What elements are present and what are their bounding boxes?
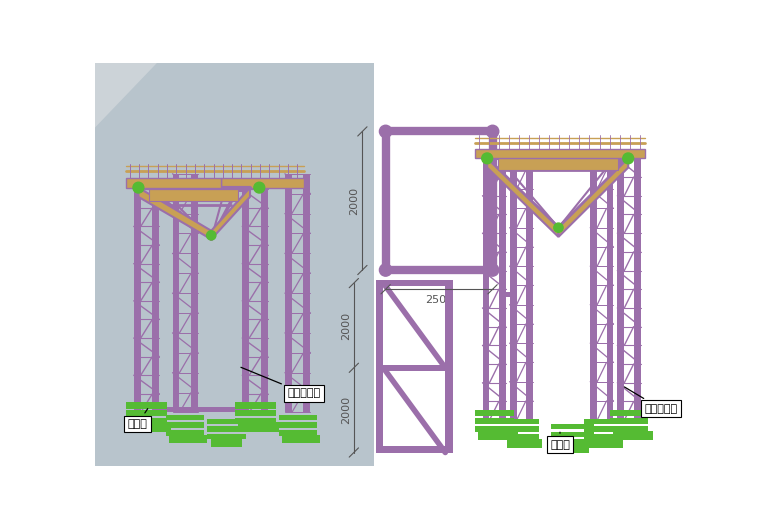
Polygon shape — [95, 63, 157, 127]
Bar — [526, 151, 533, 420]
Circle shape — [379, 125, 392, 138]
Bar — [166, 430, 204, 435]
Bar — [584, 419, 619, 424]
Bar — [610, 418, 648, 424]
Bar — [211, 439, 242, 447]
Bar — [261, 189, 268, 412]
Bar — [375, 446, 453, 453]
Circle shape — [622, 153, 634, 163]
Bar — [126, 418, 167, 424]
Text: 2000: 2000 — [341, 396, 351, 424]
Polygon shape — [149, 189, 239, 201]
Bar — [242, 189, 249, 412]
Text: 转换梁: 转换梁 — [550, 432, 570, 450]
Polygon shape — [498, 158, 618, 170]
Bar — [134, 189, 141, 412]
Bar — [617, 158, 624, 420]
Bar — [475, 425, 514, 432]
Bar — [152, 189, 160, 412]
Bar — [375, 365, 453, 371]
Bar — [505, 291, 510, 297]
Bar — [235, 410, 276, 416]
Text: 格构式支撑: 格构式支撑 — [625, 387, 677, 413]
Bar — [95, 63, 374, 466]
Bar — [126, 402, 167, 409]
Polygon shape — [475, 149, 645, 158]
Bar — [160, 186, 242, 192]
Bar — [552, 432, 594, 437]
Text: 转换梁: 转换梁 — [128, 409, 147, 429]
Bar — [239, 422, 280, 432]
Bar — [552, 440, 594, 445]
Circle shape — [482, 153, 492, 163]
Bar — [587, 440, 622, 448]
Bar — [303, 174, 310, 412]
Bar — [610, 410, 648, 416]
Bar — [506, 440, 542, 448]
Bar — [160, 407, 242, 412]
Bar — [207, 427, 246, 432]
Bar — [279, 422, 317, 428]
Bar — [191, 174, 198, 412]
Circle shape — [554, 223, 563, 232]
Circle shape — [486, 125, 499, 138]
Bar — [285, 174, 292, 412]
Bar — [483, 158, 489, 420]
Bar — [584, 434, 619, 440]
Text: 2000: 2000 — [350, 187, 359, 215]
Bar — [279, 415, 317, 420]
Bar — [126, 410, 167, 416]
Circle shape — [254, 182, 264, 193]
Bar — [606, 151, 613, 420]
Bar — [169, 435, 207, 443]
Bar — [475, 418, 514, 424]
Bar — [503, 434, 539, 440]
Circle shape — [486, 264, 499, 276]
Bar — [503, 419, 539, 424]
Polygon shape — [487, 158, 559, 237]
Bar — [173, 174, 179, 412]
Bar — [279, 430, 317, 435]
Text: 格构式支撑: 格构式支撑 — [241, 367, 321, 398]
Polygon shape — [138, 188, 211, 239]
Polygon shape — [220, 178, 304, 188]
Polygon shape — [126, 178, 220, 188]
Bar — [166, 422, 204, 428]
Bar — [552, 424, 594, 429]
Bar — [584, 427, 619, 432]
Bar — [478, 431, 518, 440]
Polygon shape — [211, 188, 250, 239]
Bar — [235, 418, 276, 424]
Text: 2000: 2000 — [341, 311, 351, 340]
Bar — [207, 419, 246, 424]
Circle shape — [207, 231, 216, 240]
Bar — [282, 435, 320, 443]
Bar — [475, 410, 514, 416]
Bar — [613, 431, 653, 440]
Bar — [634, 158, 641, 420]
Bar — [375, 283, 383, 453]
Bar — [510, 151, 517, 420]
Bar — [555, 444, 590, 453]
Circle shape — [379, 264, 392, 276]
Bar — [610, 425, 648, 432]
Text: 2500: 2500 — [425, 295, 453, 305]
Bar — [445, 283, 453, 453]
Bar — [130, 422, 171, 432]
Bar — [235, 402, 276, 409]
Bar — [375, 280, 453, 286]
Bar — [166, 415, 204, 420]
Circle shape — [133, 182, 144, 193]
Bar — [503, 427, 539, 432]
Polygon shape — [559, 158, 629, 237]
Bar — [207, 434, 246, 440]
Bar — [591, 151, 597, 420]
Bar — [499, 158, 505, 420]
